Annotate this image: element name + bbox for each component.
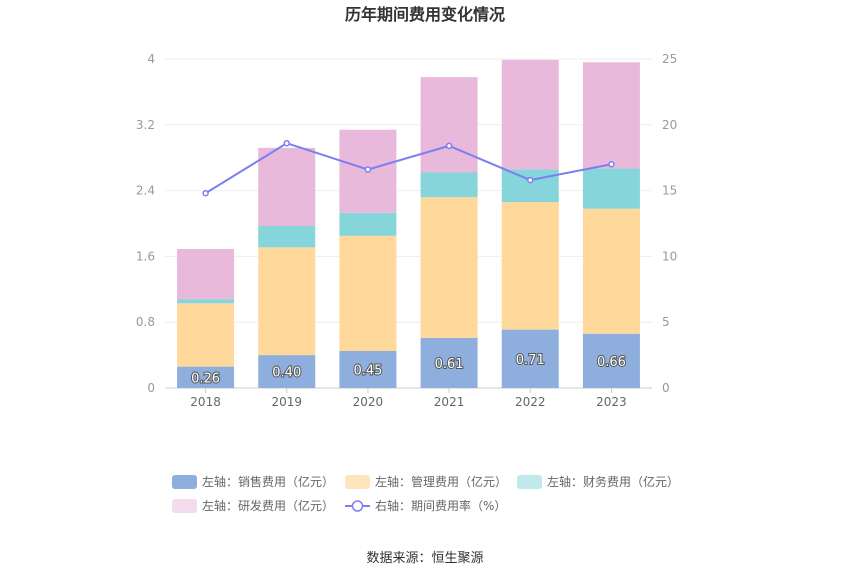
left-tick-label: 0.8 [136, 315, 155, 329]
bar-value-label: 0.61 [435, 357, 464, 372]
legend-swatch [345, 475, 370, 489]
rate-point [283, 139, 290, 147]
bar-segment [582, 333, 640, 388]
x-axis-ticks: 2018 2019 2020 2021 2022 2023 [190, 388, 627, 409]
left-axis-ticks: 0 0.8 1.6 2.4 3.2 4 [136, 52, 155, 395]
x-tick-label: 2022 [515, 395, 546, 409]
rate-line [202, 139, 615, 197]
left-tick-label: 0 [147, 381, 155, 395]
right-tick-label: 20 [662, 118, 677, 132]
rate-point [445, 142, 453, 150]
right-tick-label: 0 [662, 381, 670, 395]
bar-segment [582, 168, 640, 209]
bar-segment [420, 77, 478, 173]
x-tick-label: 2019 [271, 395, 302, 409]
legend-label: 左轴：财务费用（亿元） [547, 474, 679, 489]
bar-segment [420, 337, 478, 388]
bar-segment [501, 169, 559, 203]
legend-label: 右轴：期间费用率（%） [375, 498, 506, 513]
bar-segment [339, 235, 397, 351]
x-tick-label: 2021 [434, 395, 465, 409]
x-tick-label: 2020 [353, 395, 384, 409]
bar-value-label: 0.71 [516, 353, 545, 368]
right-tick-label: 10 [662, 249, 677, 263]
bar-segment [177, 303, 235, 367]
bar-segment [501, 59, 559, 170]
bar-value-label: 0.45 [353, 363, 382, 378]
data-source: 数据来源：恒生聚源 [366, 551, 483, 566]
x-tick-label: 2023 [596, 395, 627, 409]
left-tick-label: 4 [147, 52, 155, 66]
legend-marker [351, 500, 364, 512]
bar-labels: 0.26 0.40 0.45 0.61 0.71 0.66 [190, 352, 627, 388]
rate-line-path [205, 142, 612, 195]
bar-segment [582, 62, 640, 169]
left-tick-label: 1.6 [136, 249, 155, 263]
bar-segment [339, 350, 397, 388]
rate-point [202, 189, 209, 197]
bar-segment [258, 225, 316, 248]
bar-segment [177, 366, 235, 388]
legend-label: 左轴：销售费用（亿元） [202, 474, 334, 489]
chart-title: 历年期间费用变化情况 [345, 5, 505, 24]
left-tick-label: 2.4 [136, 184, 155, 198]
rate-point [608, 161, 615, 168]
legend: 左轴：销售费用（亿元） 左轴：管理费用（亿元） 左轴：财务费用（亿元） 左轴：研发费用… [172, 474, 679, 513]
bar-segment [420, 172, 478, 198]
right-axis-ticks: 0 5 10 15 20 25 [662, 52, 677, 395]
rate-point [527, 176, 534, 184]
right-tick-label: 15 [662, 184, 677, 198]
left-tick-label: 3.2 [136, 118, 155, 132]
legend-swatch [172, 475, 197, 489]
bar-segment [501, 329, 559, 388]
x-tick-label: 2018 [190, 395, 221, 409]
rate-point [364, 166, 372, 173]
bar-segment [177, 248, 235, 300]
bar-value-label: 0.66 [597, 355, 626, 370]
bar-segment [258, 355, 316, 388]
bar-value-label: 0.40 [272, 366, 301, 381]
bar-value-label: 0.26 [191, 371, 220, 386]
bar-segment [582, 208, 640, 334]
bar-segment [339, 212, 397, 236]
legend-label: 左轴：研发费用（亿元） [202, 498, 334, 513]
bar-segment [258, 247, 316, 356]
right-tick-label: 25 [662, 52, 677, 66]
bar-segment [177, 299, 235, 304]
legend-swatch [172, 499, 197, 513]
bar-segment [420, 197, 478, 338]
bar-segment [501, 202, 559, 330]
grid [165, 58, 652, 389]
bars [177, 59, 640, 388]
legend-swatch [517, 475, 542, 489]
bar-segment [258, 147, 316, 226]
right-tick-label: 5 [662, 315, 670, 329]
legend-label: 左轴：管理费用（亿元） [375, 474, 507, 489]
